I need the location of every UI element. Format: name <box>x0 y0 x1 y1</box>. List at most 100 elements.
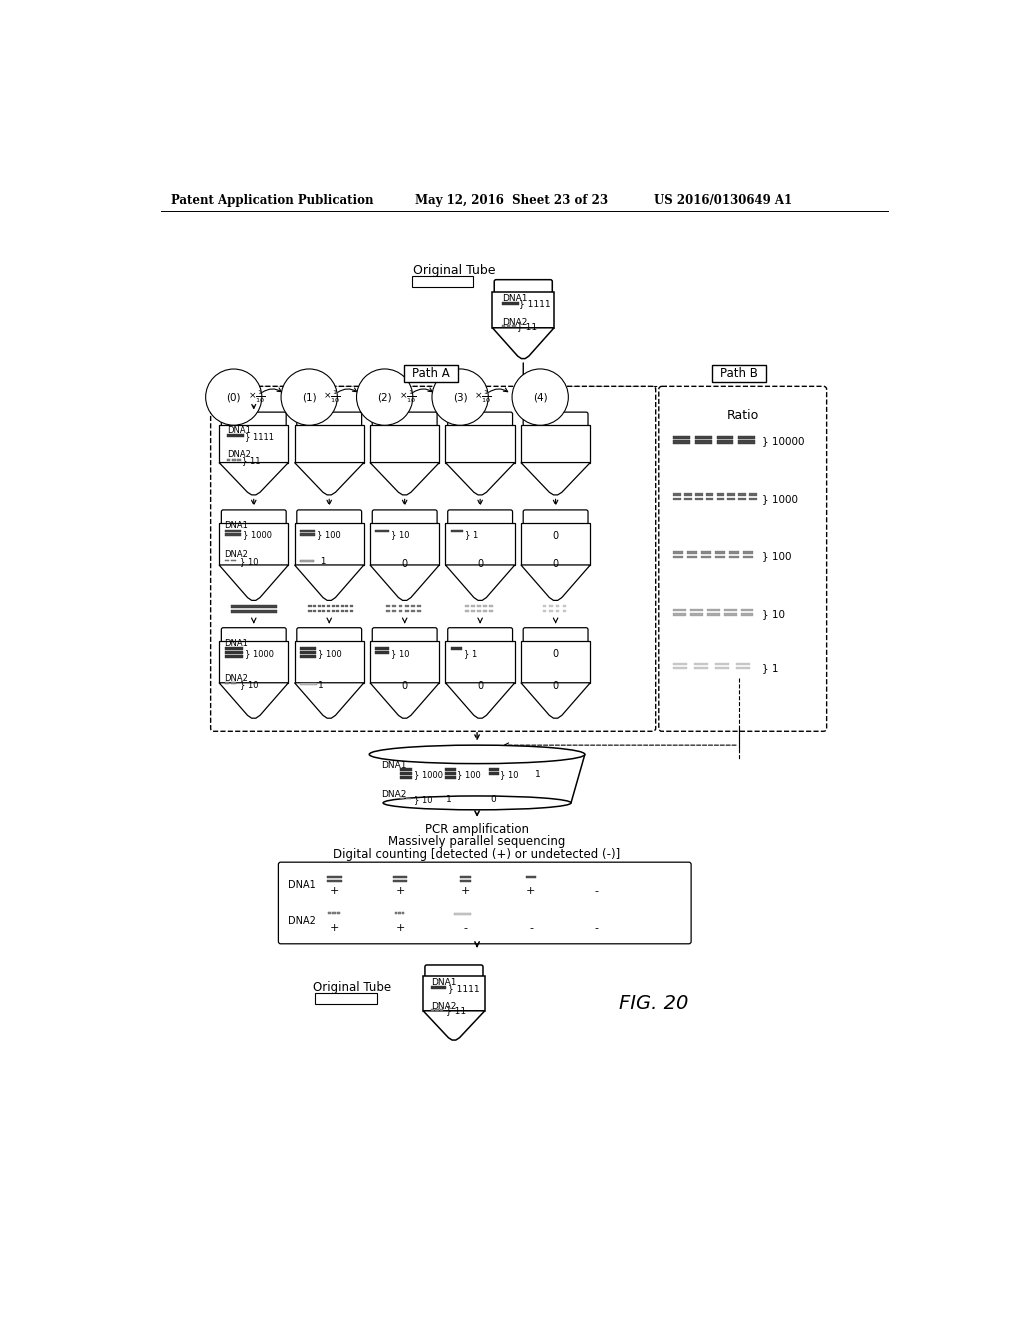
Bar <box>238 459 241 461</box>
Bar <box>460 879 471 882</box>
Text: +: + <box>395 887 404 896</box>
Text: DNA2: DNA2 <box>431 1002 457 1011</box>
Bar <box>350 610 353 611</box>
Text: DNA1: DNA1 <box>224 521 249 531</box>
Bar <box>345 605 348 607</box>
FancyBboxPatch shape <box>523 510 588 525</box>
Text: 0: 0 <box>477 681 483 690</box>
Bar <box>563 605 566 607</box>
Text: DNA1: DNA1 <box>502 294 527 302</box>
Text: +: + <box>526 887 536 896</box>
Text: } 1000: } 1000 <box>762 494 798 504</box>
Text: DNA2: DNA2 <box>381 789 407 799</box>
Text: -: - <box>594 923 598 933</box>
Bar <box>708 614 720 615</box>
Bar <box>738 436 755 440</box>
Polygon shape <box>295 462 364 495</box>
Bar <box>400 768 413 771</box>
FancyBboxPatch shape <box>279 862 691 944</box>
Bar <box>224 533 242 536</box>
Bar <box>695 436 712 440</box>
Text: } 100: } 100 <box>762 552 792 561</box>
Bar <box>398 610 402 612</box>
Text: DNA1: DNA1 <box>289 879 316 890</box>
Bar <box>717 436 733 440</box>
Bar <box>674 614 686 615</box>
Text: } 1111: } 1111 <box>245 432 273 441</box>
Bar <box>393 876 407 878</box>
Polygon shape <box>295 642 364 682</box>
Bar <box>695 494 702 495</box>
Polygon shape <box>445 425 515 462</box>
Bar <box>465 610 469 612</box>
Polygon shape <box>445 642 515 682</box>
Text: (4): (4) <box>532 392 548 403</box>
Bar <box>392 610 396 612</box>
Bar <box>444 772 456 775</box>
Polygon shape <box>295 682 364 718</box>
Bar <box>315 993 377 1003</box>
FancyBboxPatch shape <box>297 628 361 643</box>
Polygon shape <box>493 292 554 327</box>
Bar <box>694 663 708 665</box>
Bar <box>674 552 683 554</box>
FancyBboxPatch shape <box>658 387 826 731</box>
Bar <box>717 441 733 444</box>
Text: } 1111: } 1111 <box>447 983 479 993</box>
Bar <box>741 614 754 615</box>
Bar <box>398 605 402 607</box>
Text: Path A: Path A <box>412 367 450 380</box>
Bar <box>400 797 404 800</box>
FancyBboxPatch shape <box>211 387 655 731</box>
Text: } 100: } 100 <box>317 649 341 657</box>
Text: +: + <box>330 923 339 933</box>
Bar <box>332 610 335 611</box>
Bar <box>431 1010 434 1011</box>
Text: } 10: } 10 <box>240 680 258 689</box>
Text: } 1: } 1 <box>762 663 778 673</box>
Bar <box>695 498 702 500</box>
Text: DNA1: DNA1 <box>381 760 407 770</box>
Bar <box>226 459 230 461</box>
Text: } 10: } 10 <box>240 557 258 566</box>
FancyBboxPatch shape <box>373 628 437 643</box>
Text: DNA2: DNA2 <box>289 916 316 927</box>
Bar <box>563 610 566 611</box>
Text: -: - <box>529 923 532 933</box>
Polygon shape <box>219 642 289 682</box>
Bar <box>715 668 729 669</box>
Bar <box>435 1010 438 1011</box>
Bar <box>327 876 342 878</box>
Polygon shape <box>521 642 590 682</box>
Bar <box>729 556 739 558</box>
Bar <box>411 610 415 612</box>
Bar <box>738 441 755 444</box>
Polygon shape <box>370 565 439 601</box>
Bar <box>460 876 471 878</box>
Bar <box>451 529 463 532</box>
Text: (0): (0) <box>226 392 241 403</box>
Text: +: + <box>461 887 470 896</box>
Polygon shape <box>219 425 289 462</box>
Bar <box>224 560 229 561</box>
Polygon shape <box>370 682 439 718</box>
Bar <box>715 663 729 665</box>
Bar <box>337 912 340 915</box>
Bar <box>323 605 326 607</box>
Text: } 1000: } 1000 <box>245 649 273 657</box>
Bar <box>341 610 344 611</box>
Bar <box>300 533 315 536</box>
Bar <box>674 663 687 665</box>
Bar <box>376 651 389 653</box>
FancyBboxPatch shape <box>373 412 437 426</box>
Text: $\times\frac{1}{10}$: $\times\frac{1}{10}$ <box>474 388 492 405</box>
Text: } 1111: } 1111 <box>519 300 551 309</box>
Bar <box>729 552 739 554</box>
Text: } 10: } 10 <box>391 649 410 657</box>
Bar <box>451 647 463 649</box>
Text: } 10000: } 10000 <box>762 436 805 446</box>
Bar <box>471 610 475 612</box>
Polygon shape <box>295 425 364 462</box>
Bar <box>489 772 499 775</box>
Text: } 1: } 1 <box>464 649 477 657</box>
